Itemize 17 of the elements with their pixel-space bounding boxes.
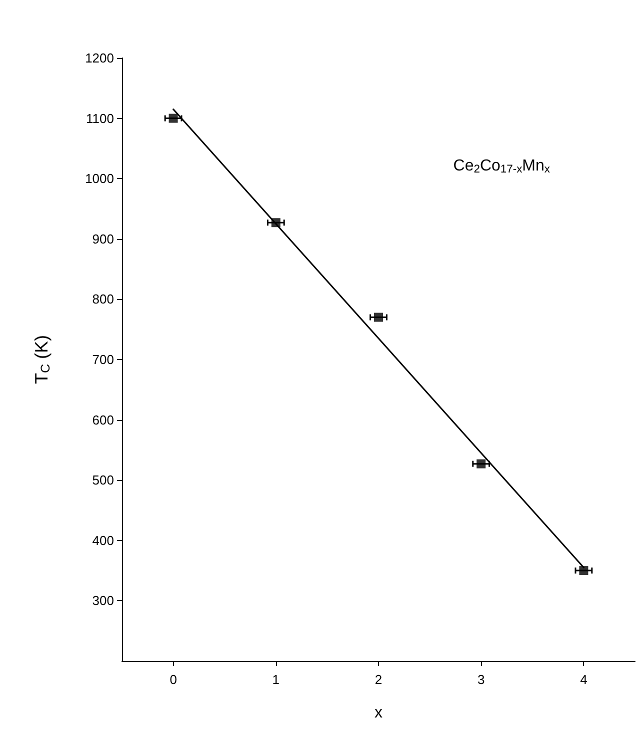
x-tick-label: 3 xyxy=(477,672,485,687)
y-tick-label: 1200 xyxy=(85,50,114,66)
y-tick-label: 800 xyxy=(92,292,114,307)
y-tick-label: 600 xyxy=(92,412,114,428)
y-tick-label: 900 xyxy=(92,231,114,246)
y-axis-title: TC (K) xyxy=(31,334,52,384)
x-tick-label: 2 xyxy=(374,672,382,687)
y-tick-label: 300 xyxy=(92,593,114,608)
x-tick-label: 4 xyxy=(580,672,588,687)
x-tick-label: 0 xyxy=(170,672,177,687)
x-axis-title: x xyxy=(374,704,382,722)
x-tick-label: 1 xyxy=(272,672,280,687)
y-tick-label: 700 xyxy=(92,352,114,367)
y-tick-label: 1100 xyxy=(86,110,114,126)
y-tick-label: 500 xyxy=(92,472,114,488)
y-tick-label: 400 xyxy=(92,532,114,548)
y-tick-label: 1000 xyxy=(85,171,114,186)
